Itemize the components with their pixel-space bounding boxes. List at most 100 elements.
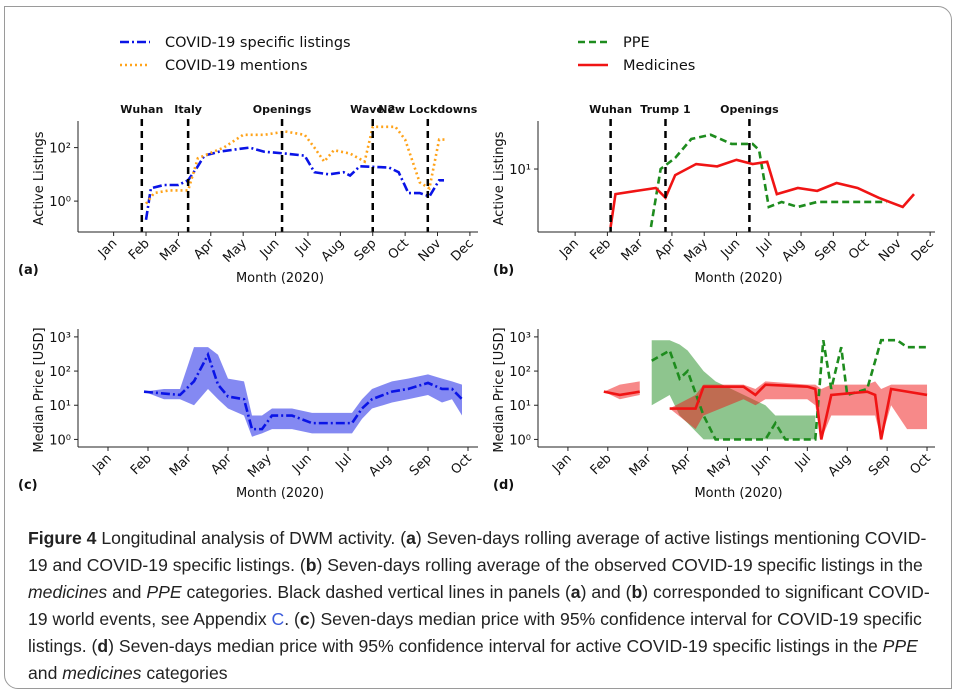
legend-label: Medicines bbox=[623, 58, 695, 74]
x-tick-label: Feb bbox=[128, 451, 155, 478]
caption-term: PPE bbox=[146, 582, 182, 602]
x-tick-label: Jul bbox=[753, 236, 775, 258]
x-tick-label: May bbox=[681, 236, 711, 266]
caption: Figure 4 Longitudinal analysis of DWM ac… bbox=[28, 525, 933, 687]
legend-label: COVID-19 mentions bbox=[165, 58, 308, 74]
y-tick-label: 10⁰ bbox=[49, 433, 71, 448]
x-tick-label: Oct bbox=[448, 451, 475, 478]
event-label: Wave 2 bbox=[350, 103, 395, 116]
caption-text: ) Seven-days rolling average of active l… bbox=[28, 528, 927, 575]
y-tick-label: 10⁰ bbox=[509, 433, 531, 448]
x-tick-label: Jun bbox=[289, 451, 315, 477]
y-tick-label: 10² bbox=[509, 365, 531, 380]
x-tick-label: Feb bbox=[587, 236, 614, 263]
y-tick-label: 10¹ bbox=[509, 163, 531, 178]
x-tick-label: Oct bbox=[907, 451, 934, 478]
caption-text: Longitudinal analysis of DWM activity. ( bbox=[96, 528, 407, 548]
x-tick-label: Feb bbox=[126, 236, 153, 263]
event-label: Openings bbox=[720, 103, 779, 116]
confidence-band bbox=[669, 381, 928, 440]
caption-text: categories. Black dashed vertical lines … bbox=[181, 582, 571, 602]
appendix-link[interactable]: C bbox=[271, 609, 285, 629]
caption-ref: a bbox=[406, 528, 416, 548]
y-tick-label: 10¹ bbox=[49, 399, 71, 414]
x-tick-label: Jun bbox=[718, 236, 744, 262]
x-tick-label: Jul bbox=[332, 451, 354, 473]
x-tick-label: May bbox=[705, 451, 735, 481]
series-line bbox=[603, 390, 640, 397]
x-tick-label: Dec bbox=[448, 236, 476, 264]
plot-area bbox=[144, 125, 448, 221]
caption-ref: c bbox=[299, 609, 310, 629]
x-tick-label: Sep bbox=[812, 236, 840, 264]
x-axis-label: Month (2020) bbox=[236, 486, 324, 501]
x-tick-label: Aug bbox=[319, 236, 348, 265]
caption-text: and bbox=[107, 582, 147, 602]
y-tick-label: 10¹ bbox=[509, 399, 531, 414]
caption-text: categories bbox=[141, 663, 228, 683]
caption-term: PPE bbox=[882, 636, 918, 656]
x-tick-label: Sep bbox=[866, 451, 894, 479]
x-tick-label: Nov bbox=[416, 236, 445, 265]
x-tick-label: Oct bbox=[385, 236, 412, 263]
caption-text: ) Seven-days rolling average of the obse… bbox=[316, 555, 923, 575]
x-tick-label: Aug bbox=[825, 451, 854, 480]
y-tick-label: 10³ bbox=[49, 331, 71, 346]
y-axis-label: Median Price [USD] bbox=[492, 327, 507, 452]
x-axis-label: Month (2020) bbox=[236, 271, 324, 286]
confidence-band bbox=[144, 347, 462, 437]
caption-label: Figure 4 bbox=[28, 528, 97, 548]
x-tick-label: Aug bbox=[366, 451, 395, 480]
x-tick-label: Apr bbox=[668, 451, 695, 478]
x-tick-label: Oct bbox=[846, 236, 873, 263]
panel-label: (a) bbox=[18, 263, 39, 278]
legend-label: PPE bbox=[623, 35, 650, 51]
panel-label: (c) bbox=[18, 478, 38, 493]
series-line bbox=[143, 351, 463, 431]
confidence-band bbox=[603, 381, 640, 400]
x-tick-label: Jul bbox=[792, 451, 814, 473]
caption-text: ) Seven-days median price with 95% confi… bbox=[28, 609, 922, 656]
x-tick-label: Nov bbox=[876, 236, 905, 265]
x-tick-label: Jan bbox=[95, 236, 120, 261]
caption-text: and bbox=[28, 663, 63, 683]
x-tick-label: Sep bbox=[407, 451, 435, 479]
x-tick-label: Mar bbox=[157, 236, 185, 264]
series-line bbox=[609, 158, 915, 228]
caption-ref: d bbox=[97, 636, 109, 656]
x-tick-label: Mar bbox=[627, 451, 655, 479]
caption-ref: b bbox=[631, 582, 643, 602]
series-line bbox=[144, 125, 448, 205]
caption-text: . ( bbox=[284, 609, 300, 629]
legend-label: COVID-19 specific listings bbox=[165, 35, 351, 51]
caption-ref: a bbox=[570, 582, 581, 602]
caption-text: ) corresponded to significant COVID-19 w… bbox=[28, 582, 930, 629]
series-line bbox=[651, 338, 928, 441]
panel-label: (d) bbox=[493, 478, 514, 493]
x-tick-label: Apr bbox=[191, 236, 218, 263]
y-axis-label: Active Listings bbox=[32, 131, 47, 225]
x-tick-label: Mar bbox=[619, 236, 647, 264]
x-tick-label: Apr bbox=[208, 451, 235, 478]
x-tick-label: Jan bbox=[89, 451, 114, 476]
y-tick-label: 10³ bbox=[509, 331, 531, 346]
plot-area bbox=[609, 133, 915, 228]
y-axis-label: Median Price [USD] bbox=[32, 327, 47, 452]
event-label: New Lockdowns bbox=[378, 103, 477, 116]
x-tick-label: May bbox=[245, 451, 275, 481]
caption-term: medicines bbox=[62, 663, 142, 683]
series-line bbox=[649, 133, 887, 228]
x-tick-label: Sep bbox=[352, 236, 380, 264]
y-tick-label: 10² bbox=[49, 365, 71, 380]
event-label: Openings bbox=[253, 103, 312, 116]
event-label: Trump 1 bbox=[640, 103, 690, 116]
y-tick-label: 10² bbox=[49, 142, 71, 157]
panel: 10⁰ 10¹ 10² 10³ Jan Feb Mar Apr May Jun Jul Aug Sep O… bbox=[18, 327, 478, 501]
caption-text: ) Seven-days median price with 95% confi… bbox=[108, 636, 883, 656]
x-tick-label: Jul bbox=[292, 236, 314, 258]
series-line bbox=[669, 383, 928, 440]
panel-label: (b) bbox=[493, 263, 514, 278]
x-tick-label: May bbox=[220, 236, 250, 266]
